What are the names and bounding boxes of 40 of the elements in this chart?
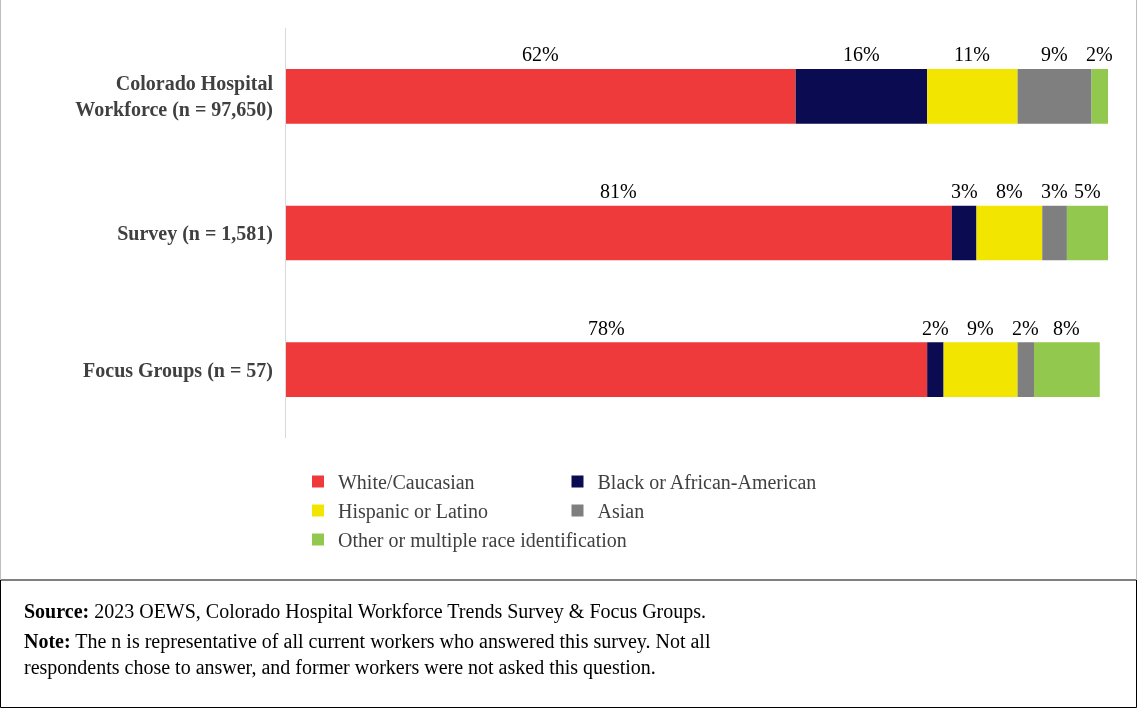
bar — [286, 69, 796, 124]
data-label: 9% — [1041, 43, 1068, 65]
data-label: 2% — [1086, 43, 1113, 65]
bar — [286, 342, 928, 397]
data-label: 2% — [1012, 317, 1039, 339]
bar — [927, 69, 1018, 124]
bar — [1017, 342, 1035, 397]
y-tick-label: Focus Groups (n = 57) — [83, 358, 273, 382]
data-label: 3% — [1041, 180, 1068, 202]
data-label: 81% — [600, 180, 637, 202]
data-label: 78% — [588, 317, 625, 339]
bar — [1042, 205, 1067, 261]
bar — [1017, 69, 1092, 124]
data-label: 62% — [522, 43, 559, 65]
bar — [286, 205, 952, 261]
legend-label: White/Caucasian — [338, 471, 475, 494]
bar — [927, 342, 944, 397]
legend-label: Other or multiple race identification — [338, 529, 627, 553]
bar — [943, 342, 1018, 397]
data-label: 9% — [967, 317, 994, 339]
data-label: 8% — [996, 180, 1023, 202]
data-label: 3% — [951, 180, 978, 202]
bar — [1034, 342, 1100, 397]
text: Note: The n is representative of all current workers who answered this survey. Not all respondents chose to answer, and former workers were not asked this question. — [24, 630, 711, 679]
data-label: 8% — [1053, 317, 1080, 339]
data-label: 5% — [1074, 180, 1101, 202]
bar — [795, 69, 928, 124]
legend-label: Hispanic or Latino — [338, 500, 488, 524]
bar — [976, 205, 1043, 261]
bar — [1066, 205, 1108, 261]
bar — [1091, 69, 1108, 124]
data-label: 2% — [922, 317, 949, 339]
data-label: 11% — [954, 43, 990, 65]
y-tick-label: Survey (n = 1,581) — [117, 222, 273, 245]
bar — [951, 205, 977, 261]
source-note: Source: 2023 OEWS, Colorado Hospital Workforce Trends Survey & Focus Groups. — [24, 600, 707, 623]
legend-label: Black or African-American — [597, 471, 817, 494]
legend-label: Asian — [597, 500, 645, 523]
y-tick-label: Colorado Hospital Workforce (n = 97,650) — [75, 72, 274, 122]
data-label: 16% — [843, 43, 880, 65]
